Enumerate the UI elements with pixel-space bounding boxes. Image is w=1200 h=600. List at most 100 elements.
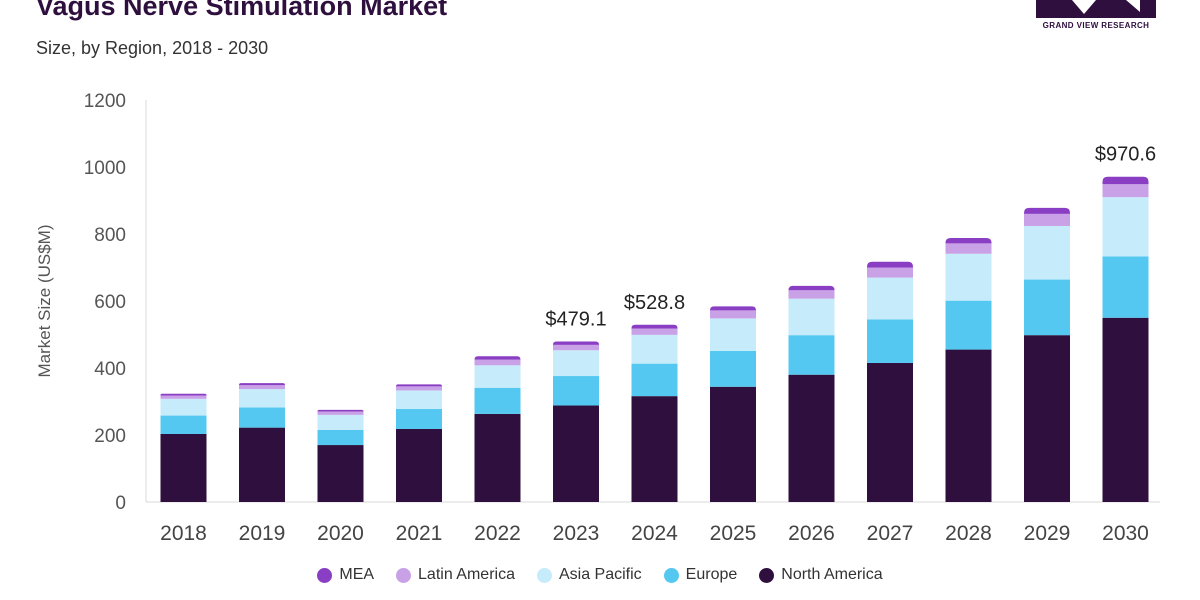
bar-segment-europe (945, 300, 992, 350)
bar-segment-north-america (631, 396, 678, 502)
bar-segment-asia-pacific (317, 414, 364, 430)
bar-segment-asia-pacific (239, 389, 285, 408)
bar-segment-north-america (317, 445, 364, 502)
bar-segment-europe (553, 376, 599, 406)
logo-band (1036, 0, 1156, 18)
bar-segment-north-america (396, 428, 442, 502)
legend-swatch (663, 567, 679, 583)
bar-segment-north-america (474, 413, 521, 502)
bar-segment-europe (396, 408, 442, 429)
bar-segment-europe (239, 407, 285, 428)
legend-swatch (317, 567, 333, 583)
y-tick-label: 600 (94, 292, 126, 313)
bar-segment-latin-america (317, 411, 364, 415)
y-tick-label: 1200 (84, 91, 126, 112)
x-tick-label: 2029 (1024, 522, 1071, 545)
bar-segment-europe (631, 363, 678, 397)
legend-label: Europe (685, 566, 738, 583)
grand-view-research-logo (1036, 0, 1156, 18)
bar-segment-asia-pacific (396, 390, 442, 409)
total-value-label: $479.1 (545, 309, 606, 331)
total-value-label: $528.8 (624, 292, 685, 314)
bar-segment-mea (1102, 176, 1149, 185)
logo-text: GRAND VIEW RESEARCH (1042, 21, 1150, 30)
bar-segment-asia-pacific (867, 277, 913, 320)
x-tick-label: 2028 (945, 522, 992, 545)
y-axis-title: Market Size (US$M) (35, 224, 54, 377)
x-tick-label: 2025 (710, 522, 757, 545)
legend-item: North America (759, 566, 883, 584)
bar-segment-europe (317, 429, 364, 446)
x-tick-label: 2024 (631, 522, 678, 545)
legend-item: Europe (663, 566, 738, 584)
bar-segment-europe (160, 415, 207, 434)
bar-segment-asia-pacific (1024, 225, 1070, 280)
bar-segment-mea (945, 238, 992, 244)
legend-item: Asia Pacific (536, 566, 642, 584)
bar-segment-latin-america (788, 290, 835, 299)
bar-segment-mea (239, 383, 285, 386)
bar-segment-latin-america (239, 385, 285, 390)
legend-label: Latin America (418, 566, 515, 583)
legend-item: Latin America (396, 566, 515, 584)
bar-segment-asia-pacific (710, 318, 756, 351)
bar-segment-latin-america (631, 328, 678, 335)
bar-segment-mea (788, 285, 835, 291)
x-tick-label: 2026 (788, 522, 835, 545)
bar-segment-latin-america (1024, 213, 1070, 226)
bar-segment-north-america (239, 427, 285, 502)
bar-segment-mea (317, 409, 364, 412)
bar-segment-europe (1024, 279, 1070, 336)
x-tick-label: 2022 (474, 522, 521, 545)
logo-v-mark (1072, 0, 1096, 14)
bar-segment-europe (710, 350, 756, 387)
x-tick-label: 2020 (317, 522, 364, 545)
bar-segment-mea (160, 393, 207, 396)
x-tick-label: 2018 (160, 522, 207, 545)
bar-segment-north-america (160, 433, 207, 502)
bar-segment-mea (396, 384, 442, 387)
bar-segment-europe (474, 387, 521, 414)
bar-segment-mea (474, 356, 521, 360)
x-tick-label: 2021 (396, 522, 443, 545)
y-tick-label: 400 (94, 359, 126, 380)
legend-label: MEA (339, 566, 375, 583)
bar-segment-mea (710, 306, 756, 311)
y-tick-label: 0 (115, 493, 126, 514)
x-tick-label: 2030 (1102, 522, 1149, 545)
bar-segment-north-america (945, 349, 992, 502)
y-tick-label: 200 (94, 426, 126, 447)
bar-segment-asia-pacific (474, 365, 521, 388)
bar-segment-europe (867, 319, 913, 363)
bar-segment-mea (631, 324, 678, 329)
x-tick-label: 2023 (553, 522, 600, 545)
bar-segment-north-america (867, 362, 913, 502)
bar-segment-latin-america (474, 359, 521, 366)
bar-segment-north-america (1102, 317, 1149, 502)
bar-segment-latin-america (396, 386, 442, 391)
bar-segment-asia-pacific (553, 350, 599, 377)
bar-segment-mea (1024, 207, 1070, 214)
bar-segment-mea (553, 341, 599, 345)
bar-segment-mea (867, 261, 913, 268)
bar-segment-latin-america (867, 267, 913, 278)
x-tick-label: 2019 (239, 522, 286, 545)
bar-segment-latin-america (710, 310, 756, 319)
bar-segment-north-america (788, 374, 835, 502)
bar-segment-asia-pacific (631, 334, 678, 364)
bar-segment-europe (1102, 256, 1149, 318)
chart-subtitle: Size, by Region, 2018 - 2030 (36, 38, 269, 58)
y-tick-label: 1000 (84, 158, 126, 179)
legend-item: MEA (317, 566, 374, 584)
legend-swatch (396, 567, 412, 583)
x-tick-label: 2027 (867, 522, 914, 545)
total-value-label: $970.6 (1095, 144, 1156, 166)
bar-segment-north-america (553, 405, 599, 502)
bar-segment-latin-america (945, 243, 992, 254)
legend-swatch (536, 567, 552, 583)
legend-swatch (759, 567, 775, 583)
bar-segment-latin-america (1102, 184, 1149, 198)
bar-segment-latin-america (553, 344, 599, 351)
